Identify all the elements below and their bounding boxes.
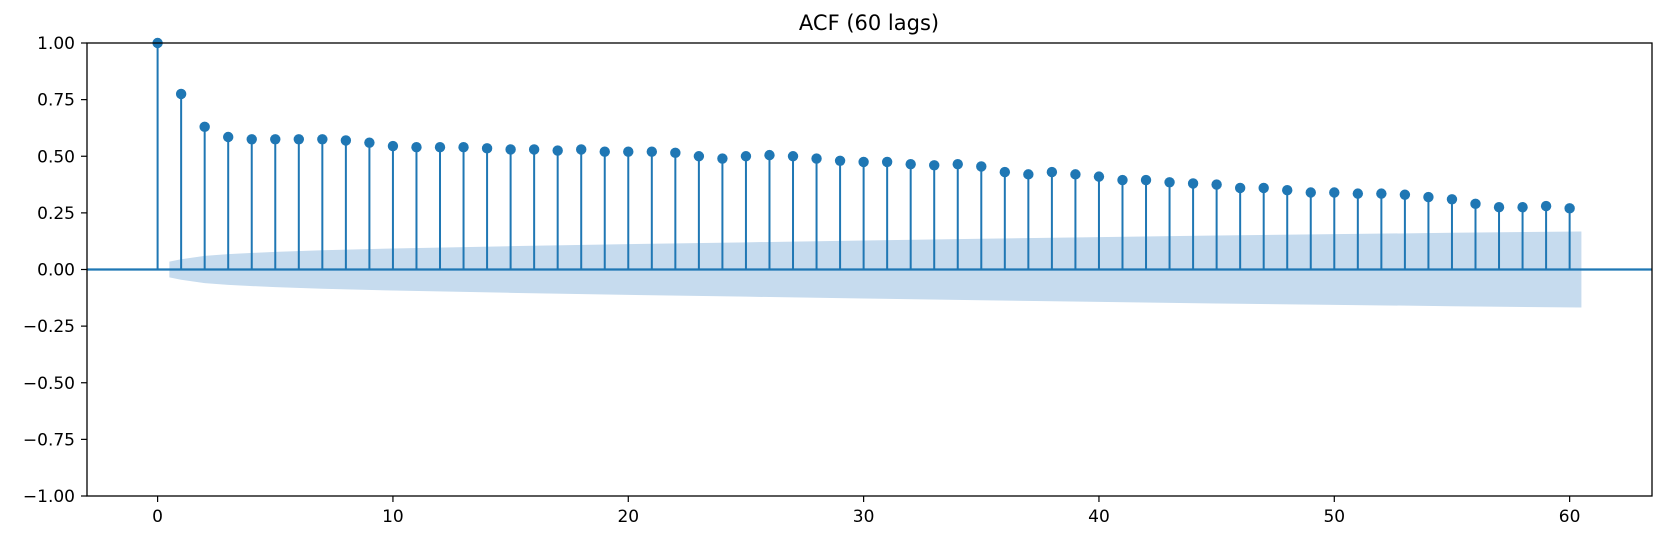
acf-marker xyxy=(528,144,540,155)
acf-marker xyxy=(599,146,610,157)
acf-marker xyxy=(411,141,422,153)
acf-marker xyxy=(811,153,822,164)
x-tick-label: 0 xyxy=(152,507,163,527)
x-tick-label: 40 xyxy=(1088,507,1110,527)
acf-marker xyxy=(317,134,328,145)
acf-marker xyxy=(740,151,752,162)
acf-marker xyxy=(999,166,1011,178)
y-tick-label: −0.25 xyxy=(23,317,75,337)
acf-marker xyxy=(1305,187,1316,198)
acf-marker xyxy=(1282,185,1293,196)
acf-marker xyxy=(1023,169,1034,180)
acf-marker xyxy=(340,135,352,146)
acf-marker xyxy=(1517,202,1528,213)
acf-marker xyxy=(552,145,563,156)
y-tick-label: 0.00 xyxy=(37,261,75,281)
chart-title: ACF (60 lags) xyxy=(799,11,939,35)
marker-layer xyxy=(152,37,1575,214)
x-tick-label: 60 xyxy=(1559,507,1581,527)
y-tick-label: 1.00 xyxy=(37,34,75,54)
x-tick-label: 50 xyxy=(1323,507,1345,527)
acf-marker xyxy=(199,121,210,133)
acf-marker xyxy=(929,160,940,171)
acf-marker xyxy=(717,153,728,164)
acf-marker xyxy=(1376,188,1387,199)
acf-marker xyxy=(1211,179,1222,190)
acf-marker xyxy=(175,88,187,100)
y-tick-label: −0.50 xyxy=(23,374,75,394)
acf-marker xyxy=(1117,174,1128,186)
acf-marker xyxy=(1540,200,1552,212)
acf-marker xyxy=(764,149,775,161)
acf-marker xyxy=(1187,178,1199,189)
stem-layer xyxy=(156,43,1571,270)
acf-marker xyxy=(481,143,493,154)
acf-marker xyxy=(670,147,681,159)
acf-marker xyxy=(387,140,399,152)
acf-marker xyxy=(623,146,634,157)
acf-marker xyxy=(223,131,234,143)
acf-marker xyxy=(1329,187,1340,198)
acf-marker xyxy=(1046,166,1058,178)
x-tick-label: 20 xyxy=(617,507,639,527)
y-tick-label: −0.75 xyxy=(23,430,75,450)
acf-marker xyxy=(905,158,916,170)
y-tick-label: −1.00 xyxy=(23,487,75,507)
acf-marker xyxy=(693,151,705,162)
acf-marker xyxy=(505,144,516,155)
acf-marker xyxy=(1352,188,1364,199)
acf-marker xyxy=(1493,202,1505,213)
acf-marker xyxy=(834,155,846,166)
acf-marker xyxy=(976,161,987,172)
acf-marker xyxy=(1470,198,1481,210)
acf-marker xyxy=(293,134,305,145)
acf-marker xyxy=(1258,182,1269,194)
acf-marker xyxy=(1564,203,1575,214)
acf-marker xyxy=(364,137,375,148)
acf-marker xyxy=(1446,194,1458,205)
acf-marker xyxy=(1234,182,1246,194)
y-tick-label: 0.25 xyxy=(37,204,75,224)
acf-marker xyxy=(434,141,446,153)
x-tick-label: 30 xyxy=(853,507,875,527)
acf-marker xyxy=(1423,191,1434,203)
acf-marker xyxy=(858,156,869,168)
acf-marker xyxy=(952,158,963,170)
acf-marker xyxy=(1140,174,1152,186)
acf-marker xyxy=(1164,177,1175,188)
acf-marker xyxy=(646,146,658,157)
acf-marker xyxy=(881,156,893,168)
acf-marker xyxy=(787,151,799,162)
acf-marker xyxy=(458,141,469,153)
ticks-layer: 0 10 20 30 40 50 60 1.00 0.75 0.50 0.25 0.00 −0.25 −0… xyxy=(23,34,1581,527)
acf-marker xyxy=(246,134,257,145)
acf-marker xyxy=(270,134,281,145)
x-tick-label: 10 xyxy=(382,507,404,527)
acf-marker xyxy=(1399,189,1411,200)
y-tick-label: 0.50 xyxy=(37,147,75,167)
y-tick-label: 0.75 xyxy=(37,91,75,111)
acf-marker xyxy=(576,144,587,155)
acf-marker xyxy=(1070,169,1081,180)
acf-marker xyxy=(1093,171,1105,182)
